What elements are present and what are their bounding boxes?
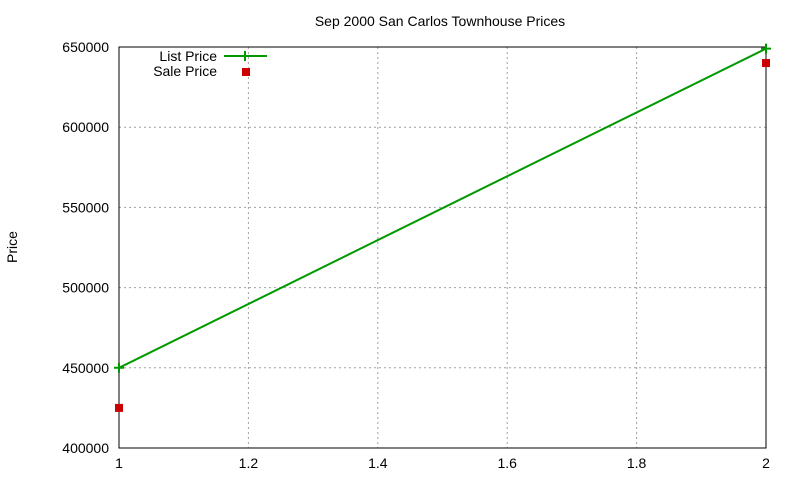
x-tick-label: 2 [762, 455, 770, 471]
y-tick-label: 550000 [62, 199, 109, 215]
legend-label-sale-price: Sale Price [153, 63, 217, 79]
x-tick-label: 1 [115, 455, 123, 471]
y-tick-label: 450000 [62, 360, 109, 376]
y-tick-label: 650000 [62, 39, 109, 55]
plot-frame [118, 46, 767, 449]
y-tick-label: 400000 [62, 440, 109, 456]
x-tick-label: 1.2 [239, 455, 259, 471]
x-tick-label: 1.4 [368, 455, 388, 471]
legend-label-list-price: List Price [159, 48, 217, 64]
list-price-line [118, 47, 767, 369]
list-price-point [761, 43, 771, 54]
sale-price-point [115, 403, 123, 412]
chart-title: Sep 2000 San Carlos Townhouse Prices [315, 13, 565, 29]
y-tick-label: 500000 [62, 280, 109, 296]
x-tick-label: 1.6 [497, 455, 517, 471]
y-tick-label: 600000 [62, 119, 109, 135]
list-price-point [114, 362, 124, 373]
legend-marker-sale-price [242, 68, 250, 76]
y-axis-label: Price [4, 231, 20, 263]
x-tick-label: 1.8 [627, 455, 647, 471]
sale-price-point [762, 59, 770, 68]
